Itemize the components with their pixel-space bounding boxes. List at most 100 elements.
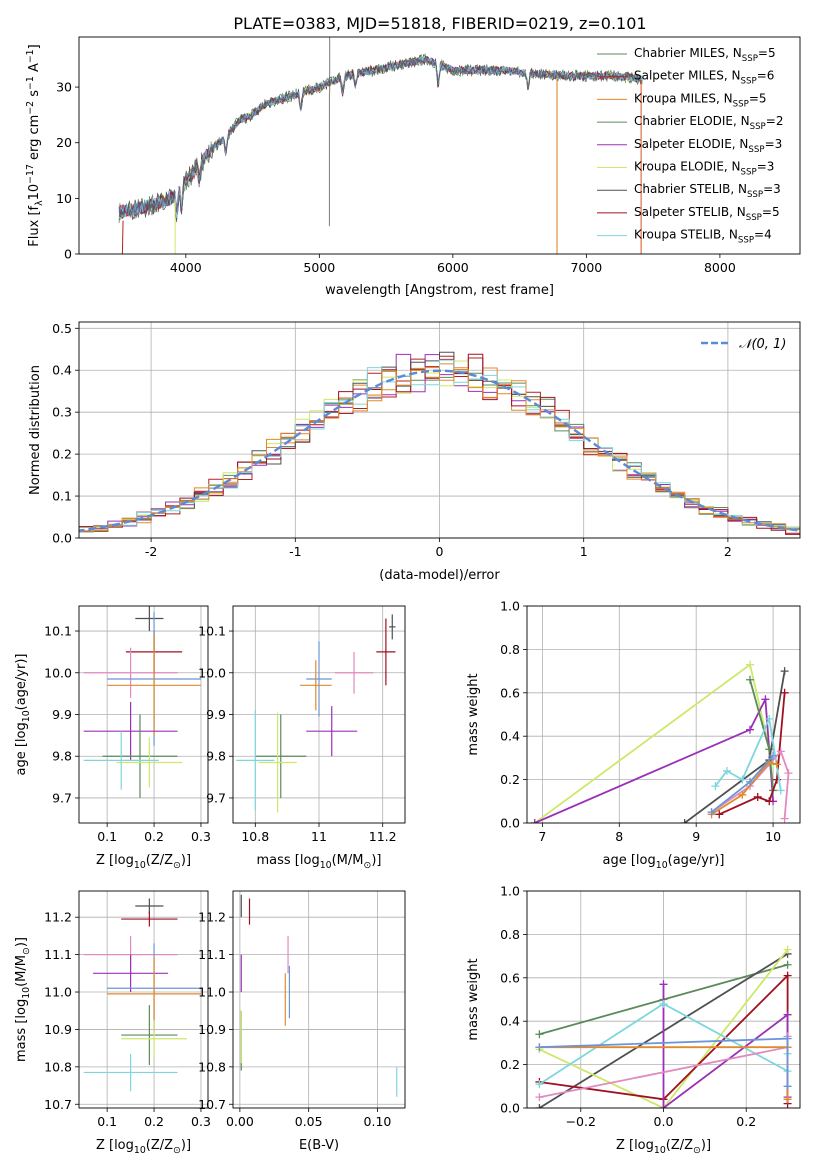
y-tick-label: 10.0 [198, 665, 226, 680]
axes-frame [78, 321, 801, 539]
residual-histogram-axes: -2 -1 0 1 2 0.0 0.1 0.2 0.3 0.4 0.5 (data-model)/er… [28, 321, 801, 583]
spectrum-dropline [121, 220, 124, 254]
spectrum-line [118, 55, 643, 220]
age-vs-Z-axes: 0.1 0.2 0.3 9.7 9.8 9.9 10.0 10.1 Z [log10(Z/Z⊙)… [14, 605, 211, 871]
y-tick-label: 0.4 [52, 363, 72, 378]
histogram-step [79, 359, 800, 533]
x-axis-label: Z [log10(Z/Z⊙)] [96, 1138, 191, 1156]
weight-marker [746, 675, 755, 684]
x-axis-label: Z [log10(Z/Z⊙)] [616, 1138, 711, 1156]
x-tick-label: 0.00 [226, 1114, 254, 1129]
y-tick-label: 9.7 [206, 790, 226, 805]
y-tick-label: 11.2 [198, 910, 226, 925]
weight-marker [780, 688, 789, 697]
x-tick-label: 0.2 [144, 829, 164, 844]
legend-label: 𝒩(0, 1) [739, 337, 786, 352]
y-tick-label: 9.9 [52, 707, 72, 722]
weight-line [662, 984, 789, 1108]
weight-marker [659, 999, 668, 1008]
mass-vs-Z-marks [83, 898, 201, 1092]
y-tick-label: 0.6 [500, 685, 520, 700]
y-tick-label: 0.3 [52, 405, 72, 420]
y-tick-label: 0.6 [500, 970, 520, 985]
spectrum-line [118, 56, 643, 219]
x-axis-label: (data-model)/error [379, 568, 500, 583]
x-axis-label: age [log10(age/yr)] [603, 853, 725, 871]
spectrum-line [118, 56, 643, 218]
weight-marker [783, 971, 792, 980]
weight-marker [783, 1010, 792, 1019]
weight-marker [753, 792, 762, 801]
x-tick-label: 0.3 [191, 829, 211, 844]
axes-frame [78, 36, 801, 255]
spectrum-axes: 4000 5000 6000 7000 8000 0 10 20 30 wavelength [A… [25, 36, 801, 298]
weight-marker [722, 766, 731, 775]
axes-frame [232, 605, 406, 824]
legend-label: Chabrier ELODIE, NSSP=2 [634, 114, 783, 132]
weight-marker [783, 1082, 792, 1091]
y-tick-label: 10.1 [44, 624, 72, 639]
age-vs-mass-axes: 10.8 11 11.2 9.7 9.8 9.9 10.0 10.1 mass [log10(M… [198, 605, 406, 871]
mass-weight-vs-Z-axes: −0.2 0.0 0.2 0.0 0.2 0.4 0.6 0.8 1.0 Z [log10(Z/Z… [466, 884, 801, 1156]
x-tick-label: 0.2 [736, 1114, 756, 1129]
histogram-legend: 𝒩(0, 1) [701, 337, 786, 352]
y-tick-label: 9.8 [52, 749, 72, 764]
weight-marker [535, 1104, 544, 1108]
y-tick-label: 11.0 [198, 985, 226, 1000]
y-tick-label: 0 [64, 247, 72, 262]
y-tick-label: 11.1 [44, 947, 72, 962]
legend-label: Salpeter STELIB, NSSP=5 [634, 205, 780, 223]
x-tick-label: 11 [311, 829, 327, 844]
legend-label: Chabrier MILES, NSSP=5 [634, 46, 776, 64]
y-tick-label: 10.9 [44, 1022, 72, 1037]
x-tick-label: 9 [692, 829, 700, 844]
x-axis-label: mass [log10(M/M⊙)] [257, 853, 382, 871]
x-tick-label: 8000 [704, 260, 736, 275]
mass-weight-vs-age-marks [530, 660, 793, 823]
spectrum-line [174, 56, 643, 216]
weight-marker [761, 695, 770, 704]
legend-label: Salpeter ELODIE, NSSP=3 [634, 137, 782, 155]
weight-marker [765, 714, 774, 723]
legend-label: Chabrier STELIB, NSSP=3 [634, 182, 781, 200]
axes-frame [78, 890, 209, 1109]
y-tick-label: 0.8 [500, 642, 520, 657]
x-tick-label: 0.10 [364, 1114, 392, 1129]
x-tick-label: 4000 [170, 260, 202, 275]
weight-marker [776, 747, 785, 756]
y-tick-label: 0.1 [52, 489, 72, 504]
spectrum-legend: Chabrier MILES, NSSP=5 Salpeter MILES, NS… [597, 46, 783, 246]
y-tick-label: 10.8 [198, 1059, 226, 1074]
spectrum-line [118, 56, 643, 217]
legend-label: Salpeter MILES, NSSP=6 [634, 69, 774, 87]
histogram-step [79, 367, 800, 537]
weight-marker [783, 1095, 792, 1104]
weight-marker [783, 1034, 792, 1043]
x-tick-label: 0 [436, 544, 444, 559]
x-tick-label: 1 [580, 544, 588, 559]
weight-marker [680, 819, 689, 823]
y-tick-label: 0.0 [52, 531, 72, 546]
axes-frame [78, 605, 209, 824]
x-tick-label: 8 [615, 829, 623, 844]
y-tick-label: 1.0 [500, 884, 520, 899]
mass-weight-vs-age-axes: 7 8 9 10 0.0 0.2 0.4 0.6 0.8 1.0 age [log10(age/yr… [466, 599, 801, 871]
x-tick-label: 0.1 [97, 829, 117, 844]
y-tick-label: 1.0 [500, 599, 520, 614]
weight-marker [783, 945, 792, 954]
spectrum-marks [118, 37, 643, 254]
x-tick-label: 0.3 [191, 1114, 211, 1129]
x-tick-label: 7000 [570, 260, 602, 275]
x-tick-label: 10.8 [241, 829, 269, 844]
y-axis-label: age [log10(age/yr)] [14, 654, 32, 776]
weight-line [534, 663, 774, 823]
y-tick-label: 9.7 [52, 790, 72, 805]
weight-marker [659, 1104, 668, 1108]
spectrum-line [118, 56, 643, 219]
weight-line [534, 696, 774, 823]
y-tick-label: 0.5 [52, 321, 72, 336]
x-axis-label: E(B-V) [299, 1138, 339, 1153]
y-tick-label: 0.2 [500, 772, 520, 787]
y-tick-label: 0.4 [500, 1014, 520, 1029]
